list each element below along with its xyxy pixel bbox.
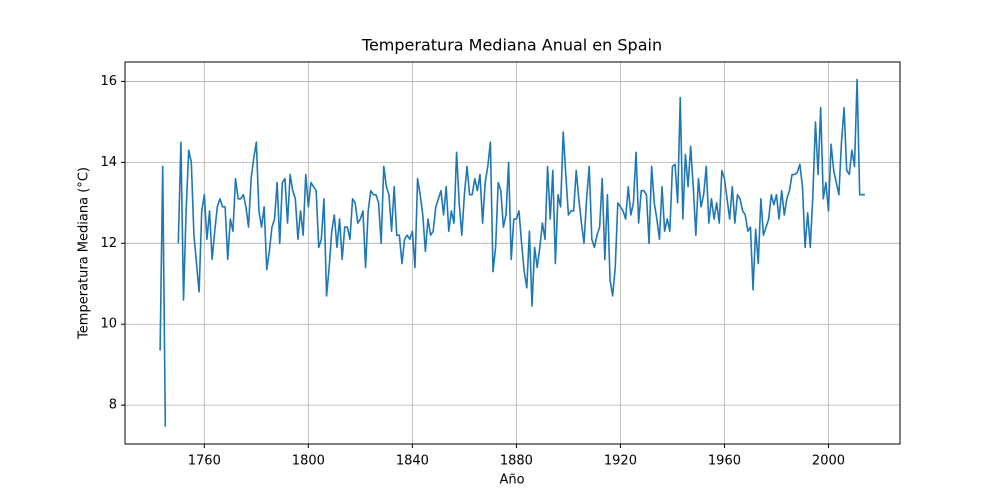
y-tick-label: 12 [100, 236, 117, 251]
x-tick-label: 1920 [604, 454, 637, 469]
x-tick-label: 2000 [812, 454, 845, 469]
y-axis-label: Temperatura Mediana (°C) [77, 167, 92, 340]
x-tick-label: 1840 [396, 454, 429, 469]
x-tick-label: 1760 [188, 454, 221, 469]
axes-frame [124, 61, 901, 445]
grid [125, 62, 900, 444]
x-tick-label: 1800 [292, 454, 325, 469]
y-tick-label: 10 [100, 317, 117, 332]
y-tick-label: 8 [109, 398, 117, 413]
x-tick-label: 1960 [708, 454, 741, 469]
plot [159, 78, 865, 427]
data-line [159, 78, 865, 427]
x-tick-label: 1880 [500, 454, 533, 469]
y-tick-label: 14 [100, 155, 117, 170]
chart-title: Temperatura Mediana Anual en Spain [361, 36, 662, 55]
y-tick-label: 16 [100, 74, 117, 89]
x-axis-label: Año [499, 473, 524, 488]
